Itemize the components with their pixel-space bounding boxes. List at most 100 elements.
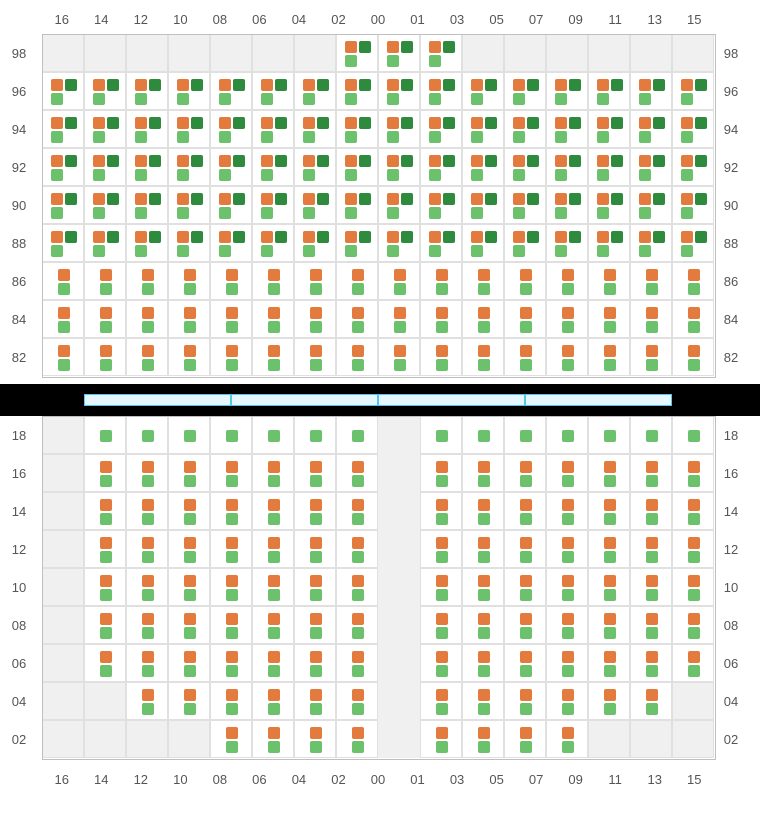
seat-cell[interactable] [420,568,462,606]
seat-cell[interactable] [210,262,252,300]
seat-cell[interactable] [42,224,84,262]
seat-cell[interactable] [588,568,630,606]
seat-cell[interactable] [546,300,588,338]
seat-cell[interactable] [252,720,294,758]
seat-cell[interactable] [672,454,714,492]
seat-cell[interactable] [672,606,714,644]
seat-cell[interactable] [504,530,546,568]
seat-cell[interactable] [168,186,210,224]
seat-cell[interactable] [168,606,210,644]
seat-cell[interactable] [210,530,252,568]
seat-cell[interactable] [84,416,126,454]
seat-cell[interactable] [294,606,336,644]
seat-cell[interactable] [336,568,378,606]
seat-cell[interactable] [252,606,294,644]
seat-cell[interactable] [210,644,252,682]
seat-cell[interactable] [84,530,126,568]
seat-cell[interactable] [252,186,294,224]
seat-cell[interactable] [252,416,294,454]
seat-cell[interactable] [84,338,126,376]
seat-cell[interactable] [42,186,84,224]
seat-cell[interactable] [294,720,336,758]
seat-cell[interactable] [252,644,294,682]
seat-cell[interactable] [462,568,504,606]
seat-cell[interactable] [210,186,252,224]
seat-cell[interactable] [588,338,630,376]
seat-cell[interactable] [546,224,588,262]
seat-cell[interactable] [210,72,252,110]
seat-cell[interactable] [210,454,252,492]
seat-cell[interactable] [630,300,672,338]
seat-cell[interactable] [252,568,294,606]
seat-cell[interactable] [252,110,294,148]
seat-cell[interactable] [336,416,378,454]
seat-cell[interactable] [336,682,378,720]
seat-cell[interactable] [336,34,378,72]
seat-cell[interactable] [672,300,714,338]
seat-cell[interactable] [294,568,336,606]
seat-cell[interactable] [84,644,126,682]
seat-cell[interactable] [294,148,336,186]
seat-cell[interactable] [336,606,378,644]
seat-cell[interactable] [420,72,462,110]
seat-cell[interactable] [294,110,336,148]
seat-cell[interactable] [504,72,546,110]
seat-cell[interactable] [504,720,546,758]
seat-cell[interactable] [252,148,294,186]
seat-cell[interactable] [504,454,546,492]
seat-cell[interactable] [672,644,714,682]
seat-cell[interactable] [462,186,504,224]
seat-cell[interactable] [546,148,588,186]
seat-cell[interactable] [210,606,252,644]
seat-cell[interactable] [126,72,168,110]
seat-cell[interactable] [420,492,462,530]
seat-cell[interactable] [630,338,672,376]
seat-cell[interactable] [420,300,462,338]
seat-cell[interactable] [168,338,210,376]
seat-cell[interactable] [462,682,504,720]
seat-cell[interactable] [294,300,336,338]
seat-cell[interactable] [588,416,630,454]
seat-cell[interactable] [588,262,630,300]
seat-cell[interactable] [630,110,672,148]
seat-cell[interactable] [210,568,252,606]
seat-cell[interactable] [630,224,672,262]
seat-cell[interactable] [126,606,168,644]
seat-cell[interactable] [252,338,294,376]
seat-cell[interactable] [462,262,504,300]
seat-cell[interactable] [126,492,168,530]
seat-cell[interactable] [336,72,378,110]
seat-cell[interactable] [630,530,672,568]
seat-cell[interactable] [126,682,168,720]
seat-cell[interactable] [672,262,714,300]
seat-cell[interactable] [504,262,546,300]
seat-cell[interactable] [504,644,546,682]
seat-cell[interactable] [168,644,210,682]
seat-cell[interactable] [504,682,546,720]
seat-cell[interactable] [210,110,252,148]
seat-cell[interactable] [504,416,546,454]
seat-cell[interactable] [462,224,504,262]
seat-cell[interactable] [168,454,210,492]
seat-cell[interactable] [294,338,336,376]
seat-cell[interactable] [168,224,210,262]
seat-cell[interactable] [672,72,714,110]
seat-cell[interactable] [294,72,336,110]
seat-cell[interactable] [84,148,126,186]
seat-cell[interactable] [420,110,462,148]
seat-cell[interactable] [210,300,252,338]
seat-cell[interactable] [462,72,504,110]
seat-cell[interactable] [546,72,588,110]
seat-cell[interactable] [252,454,294,492]
seat-cell[interactable] [630,492,672,530]
seat-cell[interactable] [42,338,84,376]
seat-cell[interactable] [42,110,84,148]
seat-cell[interactable] [588,224,630,262]
seat-cell[interactable] [588,682,630,720]
seat-cell[interactable] [210,338,252,376]
seat-cell[interactable] [252,492,294,530]
seat-cell[interactable] [420,186,462,224]
seat-cell[interactable] [336,262,378,300]
seat-cell[interactable] [84,606,126,644]
seat-cell[interactable] [252,224,294,262]
